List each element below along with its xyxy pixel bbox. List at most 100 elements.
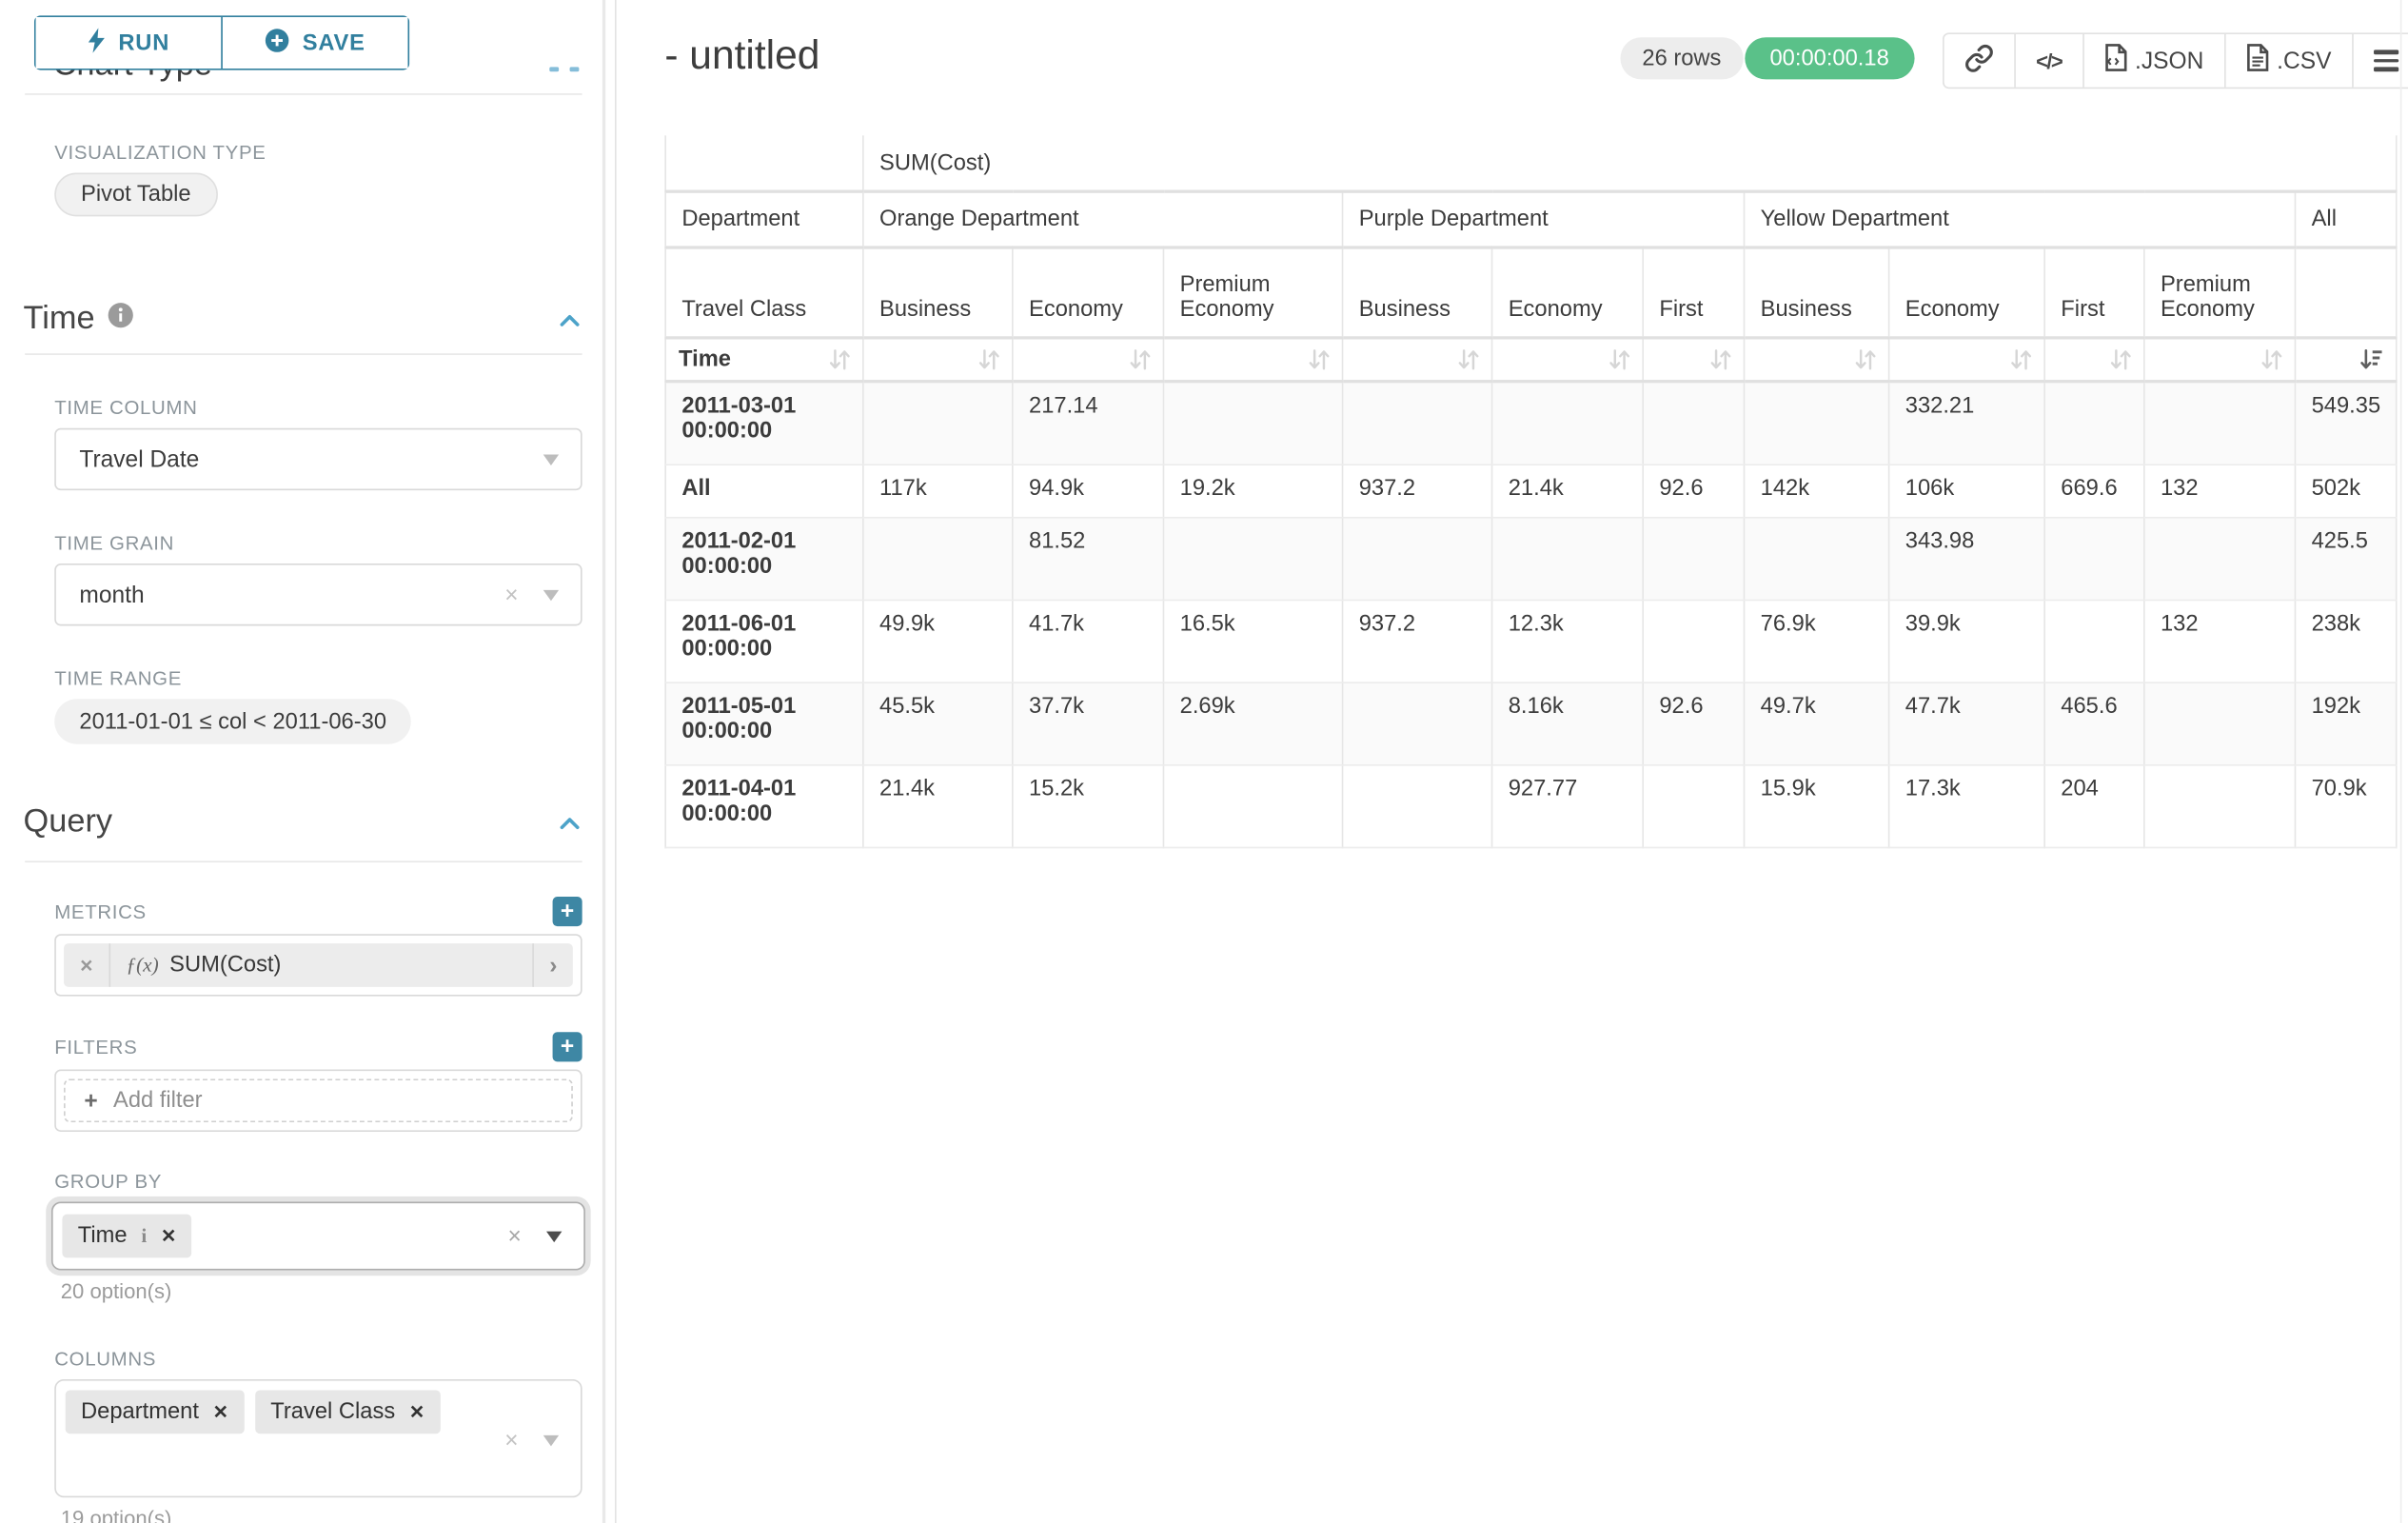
- export-csv-button[interactable]: .CSV: [2223, 33, 2352, 88]
- export-json-button[interactable]: .JSON: [2082, 33, 2223, 88]
- caret-down-icon[interactable]: [543, 589, 560, 601]
- value-cell: [2043, 381, 2145, 465]
- value-cell: [1341, 381, 1493, 465]
- filters-label: FILTERS: [54, 1037, 138, 1059]
- remove-chip-icon[interactable]: ✕: [212, 1400, 229, 1423]
- travel-class-cell: Economy: [1012, 247, 1165, 340]
- sort-icon[interactable]: [1609, 348, 1630, 370]
- chart-title[interactable]: - untitled: [664, 30, 820, 78]
- main-scrollbar[interactable]: [2399, 0, 2402, 1523]
- columns-select[interactable]: Department ✕ Travel Class ✕ ×: [54, 1378, 582, 1498]
- metrics-label: METRICS: [54, 900, 147, 923]
- lightning-icon: [88, 27, 107, 59]
- group-by-helper: 20 option(s): [60, 1279, 172, 1303]
- sort-active-icon[interactable]: [2359, 348, 2383, 370]
- value-cell: 92.6: [1642, 464, 1746, 518]
- sort-icon[interactable]: [2261, 348, 2282, 370]
- sort-icon[interactable]: [829, 348, 850, 370]
- value-cell: [1341, 763, 1493, 848]
- value-cell: 41.7k: [1012, 599, 1165, 683]
- value-cell: 142k: [1743, 464, 1890, 518]
- code-icon: </>: [2036, 49, 2063, 73]
- sort-icon[interactable]: [1458, 348, 1479, 370]
- time-range-pill[interactable]: 2011-01-01 ≤ col < 2011-06-30: [54, 699, 412, 744]
- value-cell: 332.21: [1887, 381, 2045, 465]
- caret-down-icon[interactable]: [543, 453, 560, 465]
- column-info-icon[interactable]: i: [141, 1223, 148, 1247]
- value-cell: 927.77: [1490, 763, 1645, 848]
- time-column-label: TIME COLUMN: [54, 397, 198, 419]
- remove-chip-icon[interactable]: ✕: [408, 1400, 425, 1423]
- value-cell: [1162, 516, 1344, 601]
- value-cell: 217.14: [1012, 381, 1165, 465]
- value-cell: 937.2: [1341, 464, 1493, 518]
- value-cell: [2142, 381, 2297, 465]
- travel-class-cell: Business: [1341, 247, 1493, 340]
- sort-icon[interactable]: [1309, 348, 1330, 370]
- pivot-table: SUM(Cost) Department Orange Department Purp…: [664, 135, 2398, 848]
- columns-chip[interactable]: Travel Class ✕: [254, 1390, 441, 1434]
- sidebar-scrollbar[interactable]: [602, 0, 606, 1523]
- clear-icon[interactable]: ×: [507, 1222, 522, 1250]
- plus-icon: +: [84, 1087, 98, 1115]
- sort-icon[interactable]: [2110, 348, 2131, 370]
- chevron-up-icon[interactable]: [557, 308, 582, 333]
- time-section-header: Time: [24, 301, 134, 338]
- value-cell: [1162, 763, 1344, 848]
- divider: [25, 93, 582, 95]
- value-cell: [1490, 381, 1645, 465]
- time-column-select[interactable]: Travel Date: [54, 427, 582, 491]
- chevron-up-icon[interactable]: [557, 811, 582, 836]
- sort-cell: [2043, 337, 2145, 384]
- value-cell: [2043, 599, 2145, 683]
- columns-chip[interactable]: Department ✕: [65, 1390, 245, 1434]
- query-timer-badge: 00:00:00.18: [1745, 37, 1914, 80]
- caret-down-icon[interactable]: [546, 1230, 563, 1242]
- share-link-button[interactable]: [1944, 34, 2015, 88]
- travel-class-cell: [2294, 247, 2398, 340]
- sort-cell: [1012, 337, 1165, 384]
- save-button[interactable]: SAVE: [221, 16, 408, 69]
- metric-chip[interactable]: × ƒ(x) SUM(Cost) ›: [64, 943, 573, 987]
- sort-icon[interactable]: [1855, 348, 1876, 370]
- value-cell: 8.16k: [1490, 682, 1645, 765]
- run-save-button-group: RUN SAVE: [33, 15, 410, 70]
- value-cell: 39.9k: [1887, 599, 2045, 683]
- embed-code-button[interactable]: </>: [2014, 33, 2082, 88]
- add-filter-plus-button[interactable]: +: [552, 1032, 582, 1062]
- sort-cell: [1341, 337, 1493, 384]
- corner-cell: [664, 135, 864, 193]
- pivot-table-container: SUM(Cost) Department Orange Department Purp…: [664, 135, 2398, 848]
- value-cell: 425.5: [2294, 516, 2398, 601]
- row-label: 2011-06-01 00:00:00: [664, 599, 864, 683]
- clear-icon[interactable]: ×: [504, 1426, 519, 1454]
- value-cell: 12.3k: [1490, 599, 1645, 683]
- sort-icon[interactable]: [978, 348, 999, 370]
- value-cell: [1341, 516, 1493, 601]
- time-grain-select[interactable]: month ×: [54, 564, 582, 626]
- sort-cell: [1490, 337, 1645, 384]
- group-by-chip[interactable]: Time i ✕: [62, 1214, 192, 1258]
- expand-metric-icon[interactable]: ›: [532, 943, 573, 987]
- info-icon[interactable]: [108, 301, 134, 338]
- sort-icon[interactable]: [1710, 348, 1731, 370]
- group-by-select[interactable]: Time i ✕ ×: [50, 1201, 585, 1271]
- remove-chip-icon[interactable]: ✕: [160, 1225, 177, 1247]
- export-toolbar: </> .JSON .CSV: [1943, 32, 2408, 89]
- add-filter-button[interactable]: + Add filter: [64, 1078, 573, 1123]
- value-cell: 37.7k: [1012, 682, 1165, 765]
- more-menu-button[interactable]: [2351, 33, 2408, 88]
- remove-metric-icon[interactable]: ×: [64, 943, 111, 987]
- run-button[interactable]: RUN: [35, 16, 222, 69]
- value-cell: [1162, 381, 1344, 465]
- add-metric-button[interactable]: +: [552, 897, 582, 927]
- caret-down-icon[interactable]: [543, 1434, 560, 1446]
- clear-icon[interactable]: ×: [504, 581, 519, 608]
- value-cell: 76.9k: [1743, 599, 1890, 683]
- sort-cell: [1743, 337, 1890, 384]
- visualization-type-pill[interactable]: Pivot Table: [54, 172, 218, 217]
- value-cell: 81.52: [1012, 516, 1165, 601]
- row-label: All: [664, 464, 864, 518]
- sort-icon[interactable]: [1130, 348, 1151, 370]
- sort-icon[interactable]: [2011, 348, 2031, 370]
